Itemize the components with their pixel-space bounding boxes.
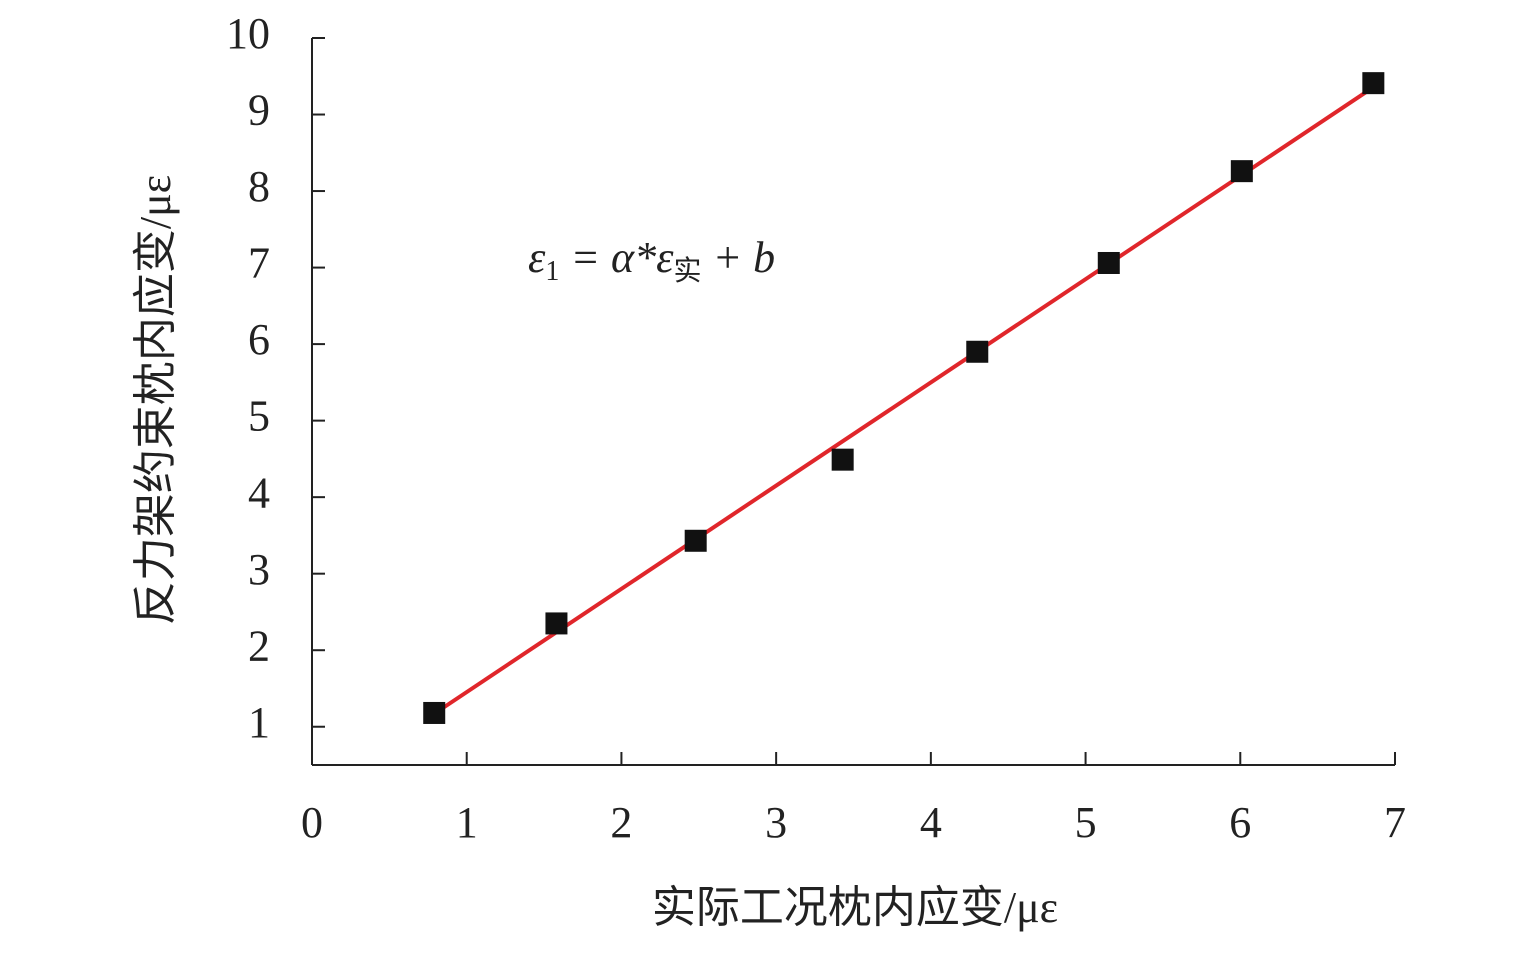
y-tick-label: 9 <box>248 86 270 135</box>
x-tick-label: 4 <box>920 798 942 847</box>
point <box>1362 72 1385 95</box>
point <box>545 612 568 635</box>
y-tick-label: 6 <box>248 315 270 364</box>
x-axis-label: 实际工况枕内应变/με <box>652 883 1058 932</box>
y-tick-label: 1 <box>248 698 270 747</box>
x-tick-label: 2 <box>610 798 632 847</box>
annotation-part: 实 <box>673 255 701 287</box>
fit-line <box>433 84 1376 716</box>
annotation: ε1 = α*ε实 + b <box>528 233 775 287</box>
y-tick-label: 10 <box>226 9 270 58</box>
point <box>423 701 446 724</box>
y-tick-label: 2 <box>248 621 270 670</box>
point <box>966 340 989 363</box>
point <box>831 448 854 471</box>
y-tick-label: 4 <box>248 468 270 517</box>
x-tick-label: 5 <box>1075 798 1097 847</box>
point <box>1230 160 1253 183</box>
x-tick-label: 1 <box>456 798 478 847</box>
annotation-part: + b <box>701 233 775 282</box>
annotation-part: 1 <box>545 256 559 287</box>
x-tick-label: 7 <box>1384 798 1406 847</box>
x-tick-label: 3 <box>765 798 787 847</box>
annotation-part: = α*ε <box>559 233 674 282</box>
x-tick-label: 0 <box>301 798 323 847</box>
point <box>684 529 707 552</box>
y-axis-label: 反力架约束枕内应变/με <box>131 175 180 625</box>
y-tick-label: 5 <box>248 392 270 441</box>
x-tick-label: 6 <box>1229 798 1251 847</box>
y-tick-label: 7 <box>248 239 270 288</box>
y-tick-label: 3 <box>248 545 270 594</box>
y-tick-label: 8 <box>248 162 270 211</box>
point <box>1097 251 1120 274</box>
annotation-part: ε <box>528 233 546 282</box>
